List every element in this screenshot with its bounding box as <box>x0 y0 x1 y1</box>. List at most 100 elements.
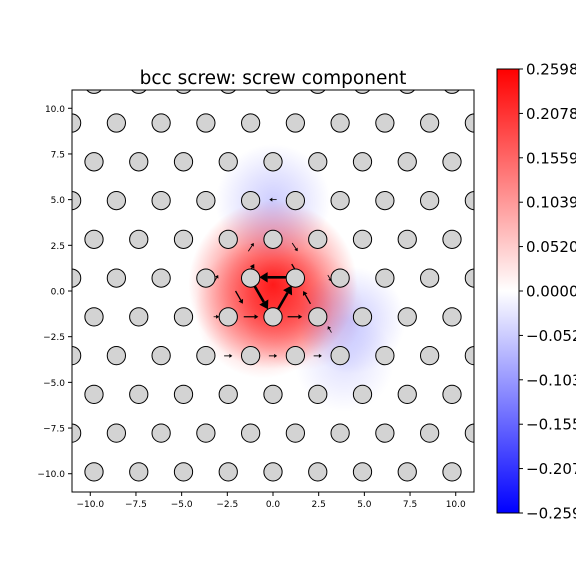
atom-marker <box>375 423 395 443</box>
atom-marker <box>129 462 149 482</box>
atom-marker <box>444 90 460 94</box>
atom-marker <box>106 190 127 211</box>
colorbar-tick-label: −0.2598 <box>526 505 576 523</box>
arrow-head <box>327 326 332 330</box>
atom-marker <box>240 190 261 211</box>
atom-marker <box>196 423 216 443</box>
atom-marker <box>419 113 440 133</box>
atom-marker <box>397 384 417 404</box>
colorbar-tick-label: 0.2078 <box>526 105 576 123</box>
atom-marker <box>173 307 194 327</box>
x-tick-label: 0.0 <box>266 500 281 510</box>
y-tick-label: −7.5 <box>43 425 65 435</box>
atom-marker <box>285 345 306 366</box>
displacement-arrow <box>327 274 331 280</box>
displacement-arrow <box>253 284 265 303</box>
atom-marker <box>72 345 82 366</box>
atom-marker <box>375 190 395 211</box>
atom-marker <box>308 229 328 249</box>
atom-marker <box>464 423 474 443</box>
atom-marker <box>352 307 373 327</box>
atom-marker <box>375 268 395 288</box>
atom-marker <box>464 268 474 288</box>
atom-marker <box>72 190 82 211</box>
y-axis: −10.0 −7.5 −5.0 −2.5 0.0 2.5 5.0 7.5 10.0 <box>37 105 72 480</box>
atom-marker <box>218 307 238 327</box>
x-tick-label: 7.5 <box>403 500 417 510</box>
colorbar-tick-label: −0.1039 <box>526 371 576 389</box>
atom-marker <box>442 229 462 249</box>
atom-marker <box>397 307 417 327</box>
atom-marker <box>330 423 350 443</box>
atom-marker <box>330 345 350 366</box>
atom-marker <box>218 229 238 249</box>
atom-marker <box>265 90 281 94</box>
arrow-head <box>259 272 268 283</box>
atom-marker <box>72 113 82 133</box>
atom-marker <box>308 462 328 482</box>
atom-marker <box>196 113 216 133</box>
colorbar-tick-label: 0.0000 <box>526 283 576 301</box>
atom-marker <box>84 384 104 404</box>
atom-marker <box>442 152 462 172</box>
atom-marker <box>309 90 326 94</box>
atom-marker <box>375 113 395 133</box>
displacement-arrow <box>234 290 242 301</box>
colorbar-tick-label: 0.1039 <box>526 194 576 212</box>
arrow-head <box>302 291 308 296</box>
x-tick-label: 5.0 <box>357 500 372 510</box>
x-tick-label: −10.0 <box>76 500 104 510</box>
atom-marker <box>352 462 373 482</box>
y-tick-label: −2.5 <box>43 333 65 343</box>
displacement-arrow <box>304 294 312 305</box>
arrow-head <box>229 353 233 358</box>
atom-marker <box>129 307 149 327</box>
atom-marker <box>263 152 283 172</box>
colorbar <box>496 68 520 514</box>
y-tick-label: −10.0 <box>37 470 65 480</box>
atom-marker <box>352 152 373 172</box>
atom-marker <box>308 384 328 404</box>
arrow-head <box>274 353 278 358</box>
atom-marker <box>106 268 127 288</box>
atom-marker <box>175 90 192 94</box>
atom-marker <box>130 90 147 94</box>
x-axis: −10.0 −7.5 −5.0 −2.5 0.0 2.5 5.0 7.5 10.0 <box>76 492 466 510</box>
atom-marker <box>240 423 261 443</box>
atom-marker <box>151 268 171 288</box>
atom-marker <box>151 190 171 211</box>
atom-marker <box>352 229 373 249</box>
atom-marker <box>330 268 350 288</box>
atom-marker <box>308 152 328 172</box>
y-tick-label: −5.0 <box>43 379 65 389</box>
atom-marker <box>263 307 283 327</box>
atom-marker <box>240 113 261 133</box>
y-tick-label: 7.5 <box>51 150 65 160</box>
atom-marker <box>240 268 261 288</box>
displacement-arrow <box>328 328 332 333</box>
atom-marker <box>240 345 261 366</box>
atom-marker <box>419 423 440 443</box>
atom-marker <box>308 307 328 327</box>
atom-marker <box>285 190 306 211</box>
chart-title: bcc screw: screw component <box>140 68 407 89</box>
atom-marker <box>352 384 373 404</box>
colorbar-tick-label: −0.1559 <box>526 416 576 434</box>
arrow-head <box>259 299 269 310</box>
atom-marker <box>330 190 350 211</box>
field-blob <box>215 143 331 260</box>
x-tick-label: 10.0 <box>446 500 466 510</box>
atom-marker <box>196 190 216 211</box>
atom-marker <box>419 268 440 288</box>
atom-marker <box>354 90 371 94</box>
displacement-arrow <box>276 292 289 310</box>
atom-marker <box>84 307 104 327</box>
x-tick-label: −7.5 <box>125 500 147 510</box>
atom-marker <box>464 345 474 366</box>
atom-marker <box>72 268 82 288</box>
arrow-head <box>238 298 244 304</box>
atom-marker <box>263 384 283 404</box>
atom-marker <box>84 152 104 172</box>
atom-marker <box>464 190 474 211</box>
atom-marker <box>106 345 127 366</box>
